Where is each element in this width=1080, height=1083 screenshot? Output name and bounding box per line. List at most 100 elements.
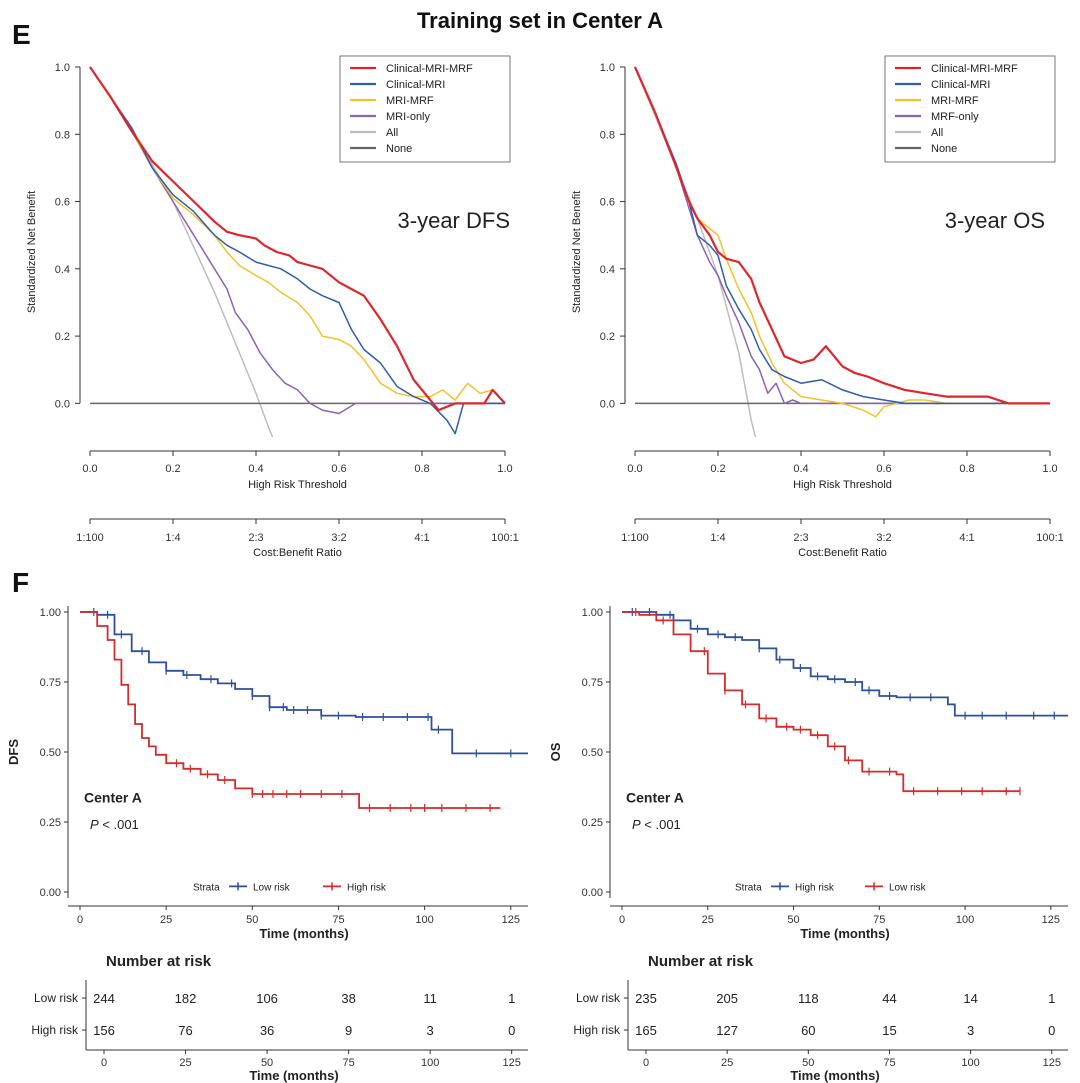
y-tick-label: 1.00	[582, 607, 603, 619]
legend-label: MRI-MRF	[931, 95, 979, 107]
risk-table-tick-label: 100	[421, 1057, 439, 1069]
y-tick-label: 1.00	[40, 607, 61, 619]
risk-cell: 165	[635, 1023, 657, 1038]
panel-label-e: E	[12, 19, 31, 50]
x-tick-label: 75	[332, 914, 344, 926]
y-tick-label: 0.25	[582, 817, 603, 829]
cost-benefit-tick-label: 100:1	[491, 532, 519, 544]
x-tick-label: 0.8	[959, 463, 974, 475]
x-tick-label: 25	[160, 914, 172, 926]
x-tick-label: 0	[77, 914, 83, 926]
risk-cell: 38	[341, 991, 355, 1006]
series-line-clinical-mri	[634, 66, 1050, 405]
cost-benefit-axis-label: Cost:Benefit Ratio	[253, 547, 342, 559]
cost-benefit-tick-label: 1:4	[710, 532, 725, 544]
series-line-clinical-mri-mrf	[89, 66, 506, 412]
y-axis-label: Standardized Net Benefit	[26, 191, 38, 313]
cost-benefit-tick-label: 4:1	[414, 532, 429, 544]
y-tick-label: 0.75	[40, 677, 61, 689]
y-tick-label: 0.50	[40, 747, 61, 759]
y-tick-label: 0.75	[582, 677, 603, 689]
dca-dfs-chart: 0.0 0.2 0.4 0.6 0.8 1.0 Standardized Net Benef…	[26, 55, 519, 559]
cost-benefit-tick-label: 1:4	[165, 532, 180, 544]
center-label: Center A	[84, 789, 142, 805]
chart-annotation: 3-year OS	[945, 208, 1045, 233]
x-tick-label: 25	[702, 914, 714, 926]
risk-cell: 1	[508, 991, 515, 1006]
x-tick-label: 100	[956, 914, 974, 926]
y-tick-label: 0.8	[600, 129, 615, 141]
series-line-clinical-mri-mrf	[633, 66, 1050, 405]
legend-label: Clinical-MRI-MRF	[931, 63, 1018, 75]
x-tick-label: 50	[787, 914, 799, 926]
x-tick-label: 0.6	[876, 463, 891, 475]
risk-cell: 11	[423, 991, 437, 1006]
dca-os-chart: 0.0 0.2 0.4 0.6 0.8 1.0 Standardized Net Benef…	[571, 55, 1064, 559]
y-tick-label: 0.6	[55, 197, 70, 209]
risk-table-x-label: Time (months)	[249, 1068, 338, 1083]
x-tick-label: 0.0	[627, 463, 642, 475]
legend-label: MRI-MRF	[386, 95, 434, 107]
y-tick-label: 0.00	[582, 887, 603, 899]
cost-benefit-tick-label: 1:100	[621, 532, 649, 544]
y-tick-label: 0.6	[600, 197, 615, 209]
risk-cell: 15	[882, 1023, 896, 1038]
legend-label: Clinical-MRI	[386, 79, 445, 91]
legend-label: All	[931, 127, 943, 139]
center-label: Center A	[626, 789, 684, 805]
x-tick-label: 0	[619, 914, 625, 926]
x-axis-label: Time (months)	[259, 926, 348, 941]
risk-table-tick-label: 100	[961, 1057, 979, 1069]
y-tick-label: 1.0	[600, 62, 615, 74]
y-tick-label: 0.2	[600, 331, 615, 343]
legend-label: None	[931, 143, 957, 155]
risk-table-tick-label: 25	[721, 1057, 733, 1069]
legend-label: Low risk	[889, 882, 927, 893]
series-line-mrf-only	[634, 66, 1050, 405]
risk-cell: 76	[178, 1023, 192, 1038]
risk-cell: 205	[716, 991, 738, 1006]
risk-table-tick-label: 125	[503, 1057, 521, 1069]
risk-cell: 1	[1048, 991, 1055, 1006]
cost-benefit-axis-label: Cost:Benefit Ratio	[798, 547, 887, 559]
cost-benefit-tick-label: 4:1	[959, 532, 974, 544]
km-curve-high-risk	[80, 611, 501, 809]
x-tick-label: 75	[873, 914, 885, 926]
legend-label: High risk	[347, 882, 387, 893]
risk-cell: 14	[963, 991, 977, 1006]
risk-cell: 182	[175, 991, 197, 1006]
risk-table-tick-label: 50	[802, 1057, 814, 1069]
risk-row-label: Low risk	[576, 991, 621, 1005]
legend-box	[339, 55, 511, 163]
y-tick-label: 0.00	[40, 887, 61, 899]
km-curve-high-risk	[622, 611, 1068, 717]
risk-cell: 44	[882, 991, 896, 1006]
x-axis-label: Time (months)	[800, 926, 889, 941]
x-tick-label: 0.8	[414, 463, 429, 475]
x-tick-label: 0.6	[331, 463, 346, 475]
x-tick-label: 0.0	[82, 463, 97, 475]
risk-table-tick-label: 50	[261, 1057, 273, 1069]
x-axis-label: High Risk Threshold	[248, 479, 347, 491]
risk-table-tick-label: 25	[179, 1057, 191, 1069]
legend-label: All	[386, 127, 398, 139]
risk-table-tick-label: 75	[342, 1057, 354, 1069]
x-tick-label: 0.2	[710, 463, 725, 475]
risk-cell: 235	[635, 991, 657, 1006]
y-tick-label: 0.2	[55, 331, 70, 343]
y-tick-label: 1.0	[55, 62, 70, 74]
cost-benefit-tick-label: 2:3	[248, 532, 263, 544]
cost-benefit-tick-label: 100:1	[1036, 532, 1064, 544]
risk-cell: 106	[256, 991, 278, 1006]
risk-table-x-label: Time (months)	[790, 1068, 879, 1083]
x-tick-label: 125	[502, 914, 520, 926]
risk-table-title: Number at risk	[106, 953, 212, 970]
risk-table-tick-label: 125	[1043, 1057, 1061, 1069]
legend-label: None	[386, 143, 412, 155]
y-tick-label: 0.0	[600, 398, 615, 410]
y-axis-label: OS	[548, 742, 563, 761]
x-tick-label: 0.2	[165, 463, 180, 475]
